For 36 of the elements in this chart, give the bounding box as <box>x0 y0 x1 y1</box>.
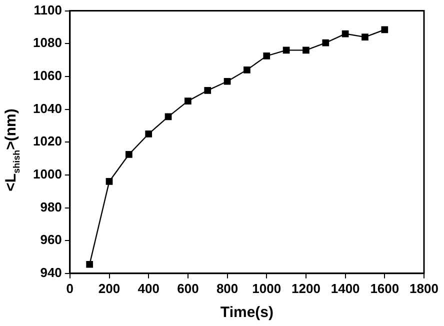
point <box>322 39 330 46</box>
point <box>145 130 152 138</box>
point <box>224 78 231 85</box>
x-tick-label: 600 <box>177 280 199 296</box>
y-tick-label: 1020 <box>33 134 62 149</box>
point <box>362 34 368 40</box>
point <box>106 178 113 185</box>
x-tick-label: 1400 <box>330 280 360 296</box>
y-tick-label: 1040 <box>33 100 62 116</box>
point <box>342 30 349 38</box>
point <box>86 260 94 268</box>
y-tick-label: 1100 <box>34 2 62 18</box>
y-tick-label: 960 <box>40 232 62 248</box>
x-tick-label: 400 <box>138 280 160 296</box>
x-tick-label: 200 <box>98 280 120 296</box>
point <box>263 52 270 60</box>
point <box>164 113 172 120</box>
x-tick-label: 1000 <box>252 280 282 296</box>
point <box>126 150 132 158</box>
x-tick-label: 1800 <box>410 280 438 296</box>
x-tick-label: 1200 <box>292 280 320 296</box>
point <box>184 98 192 104</box>
y-tick-label: 1080 <box>33 35 62 50</box>
x-tick-label: 0 <box>66 280 74 296</box>
x-axis-title: Time(s) <box>220 304 274 322</box>
y-tick-label: 1060 <box>33 68 62 84</box>
x-tick-label: 800 <box>216 280 238 296</box>
point <box>381 26 388 34</box>
y-tick-label: 1000 <box>33 166 62 182</box>
point <box>282 46 290 54</box>
point <box>302 46 310 54</box>
point <box>204 86 212 94</box>
point <box>244 66 250 74</box>
y-tick-label: 980 <box>40 199 62 214</box>
x-tick-label: 1600 <box>370 280 400 296</box>
y-tick-label: 940 <box>40 264 62 280</box>
